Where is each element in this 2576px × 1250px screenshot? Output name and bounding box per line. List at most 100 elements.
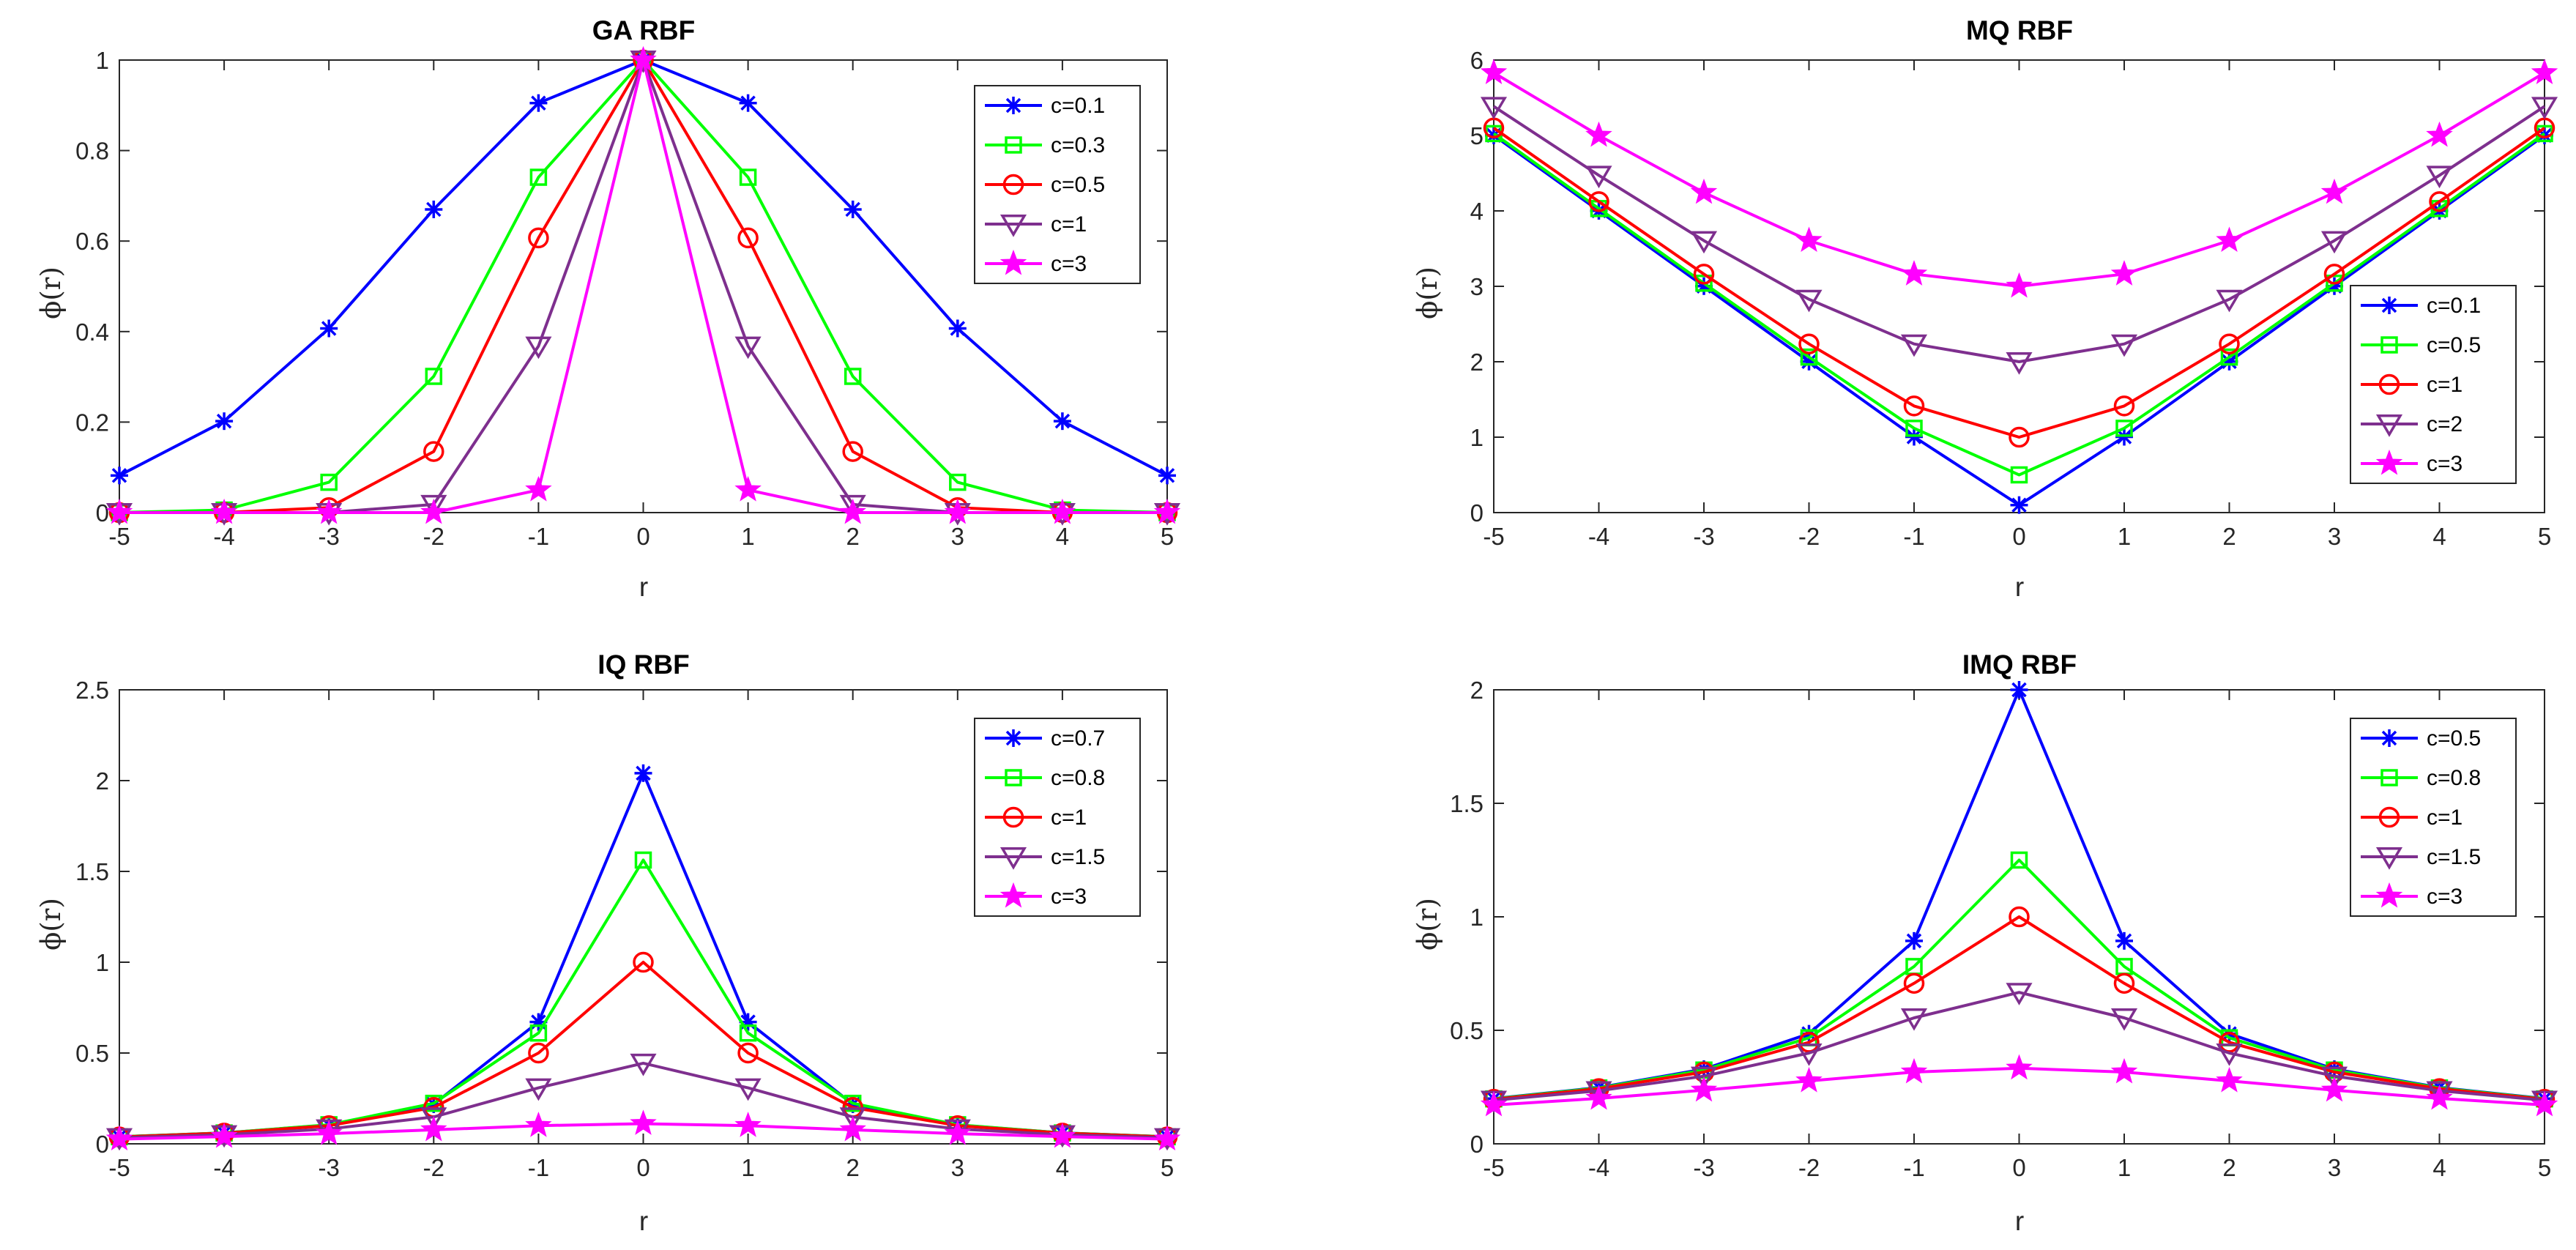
legend-item: c=1	[2361, 373, 2463, 397]
data-point	[1153, 498, 1181, 524]
legend-label: c=1	[2427, 806, 2463, 830]
y-tick-label: 1	[96, 949, 109, 976]
x-tick-label: -5	[1483, 523, 1504, 550]
data-point	[2320, 231, 2348, 254]
y-tick-label: 0.5	[1450, 1017, 1484, 1044]
data-point	[525, 336, 552, 360]
series-c=2	[1480, 97, 2558, 375]
legend-marker	[2375, 882, 2403, 908]
x-tick-label: -4	[1588, 523, 1609, 550]
data-point	[2219, 333, 2240, 354]
y-tick-label: 0.2	[75, 409, 109, 436]
data-point	[2009, 906, 2030, 928]
data-point	[2220, 348, 2238, 366]
data-point	[1900, 1057, 1928, 1084]
data-point	[2010, 851, 2028, 869]
data-point	[1903, 395, 1925, 417]
data-point	[425, 368, 443, 385]
data-point	[634, 851, 652, 869]
data-point	[1049, 498, 1076, 524]
x-tick-label: 4	[1056, 523, 1069, 550]
x-tick-label: -1	[1903, 523, 1924, 550]
y-tick-label: 0.5	[75, 1040, 109, 1067]
data-point	[1153, 1125, 1181, 1151]
x-tick-label: 3	[2328, 523, 2341, 550]
data-point	[1905, 420, 1923, 437]
data-point	[2006, 983, 2033, 1005]
data-point	[2531, 97, 2558, 120]
data-point	[1158, 466, 1176, 485]
legend-item: c=0.5	[985, 173, 1105, 197]
legend-label: c=1	[1051, 212, 1087, 237]
data-point	[1480, 97, 1508, 120]
data-point	[739, 94, 757, 112]
data-point	[1690, 231, 1718, 254]
legend-marker	[2375, 414, 2403, 437]
legend-marker	[2375, 847, 2403, 870]
data-point	[739, 1024, 757, 1042]
legend-marker	[1005, 136, 1022, 154]
data-point	[529, 1024, 548, 1042]
data-point	[1480, 59, 1508, 84]
data-point	[1693, 264, 1715, 285]
legend-label: c=0.3	[1051, 133, 1105, 157]
x-tick-label: 2	[2222, 1154, 2236, 1181]
data-point	[2426, 1081, 2453, 1104]
y-tick-label: 0.8	[75, 138, 109, 165]
legend-label: c=0.5	[2427, 333, 2481, 357]
legend-item: c=1.5	[985, 845, 1105, 870]
legend-item: c=0.1	[985, 94, 1105, 118]
legend: c=0.5 c=0.8 c=1 c=1.5 c=3	[2350, 718, 2517, 917]
x-tick-label: -2	[1798, 1154, 1820, 1181]
y-tick-label: 1	[96, 47, 109, 74]
data-point	[528, 1042, 549, 1064]
data-point	[844, 368, 862, 385]
legend-marker	[2380, 729, 2398, 747]
legend-item: c=3	[985, 249, 1087, 276]
plot-area	[105, 689, 1181, 1151]
data-point	[1690, 1066, 1718, 1090]
chart-title: IQ RBF	[598, 650, 689, 680]
legend-item: c=3	[2361, 882, 2463, 909]
x-tick-label: 2	[846, 1154, 860, 1181]
x-tick-label: -4	[1588, 1154, 1609, 1181]
x-tick-label: 1	[2118, 523, 2131, 550]
chart-title: MQ RBF	[1966, 15, 2073, 45]
legend: c=0.1 c=0.3 c=0.5 c=1 c=3	[974, 85, 1141, 284]
legend-marker	[2378, 806, 2400, 828]
data-point	[630, 1109, 657, 1135]
data-point	[2115, 931, 2133, 950]
legend-item: c=0.7	[985, 726, 1105, 751]
data-point	[1690, 178, 1718, 204]
data-point	[2320, 1066, 2348, 1090]
y-tick-label: 0	[1470, 499, 1484, 527]
data-point	[1053, 412, 1071, 431]
x-tick-label: -4	[213, 1154, 234, 1181]
x-tick-label: -3	[1693, 523, 1714, 550]
legend-marker	[1002, 174, 1024, 196]
chart-title: IMQ RBF	[1962, 650, 2077, 680]
data-point	[2010, 681, 2028, 699]
y-axis-label: ϕ(r)	[1412, 898, 1443, 950]
legend-label: c=3	[1051, 252, 1087, 276]
x-tick-label: -2	[423, 1154, 444, 1181]
y-tick-label: 0	[96, 1131, 109, 1158]
data-point	[944, 498, 972, 524]
chart-imq: IMQ RBF r ϕ(r) -5 -4 -3 -2 -1 0 1 2 3 4 5 0 0.5 1 1.5 2…	[1412, 650, 2558, 1236]
x-tick-label: -5	[108, 1154, 130, 1181]
y-tick-label: 2	[1470, 349, 1484, 376]
data-point	[1905, 931, 1923, 950]
data-point	[2110, 334, 2138, 357]
y-tick-label: 2	[96, 767, 109, 795]
data-point	[2426, 121, 2453, 147]
x-tick-label: 5	[2538, 1154, 2551, 1181]
x-tick-label: 3	[951, 1154, 964, 1181]
legend-item: c=1	[985, 212, 1087, 237]
data-point	[630, 45, 657, 72]
data-point	[525, 1112, 552, 1137]
series-line	[1492, 132, 2546, 477]
series-line	[1492, 71, 2546, 288]
legend: c=0.7 c=0.8 c=1 c=1.5 c=3	[974, 718, 1141, 917]
data-point	[1798, 333, 1820, 354]
data-point	[2426, 1084, 2453, 1110]
